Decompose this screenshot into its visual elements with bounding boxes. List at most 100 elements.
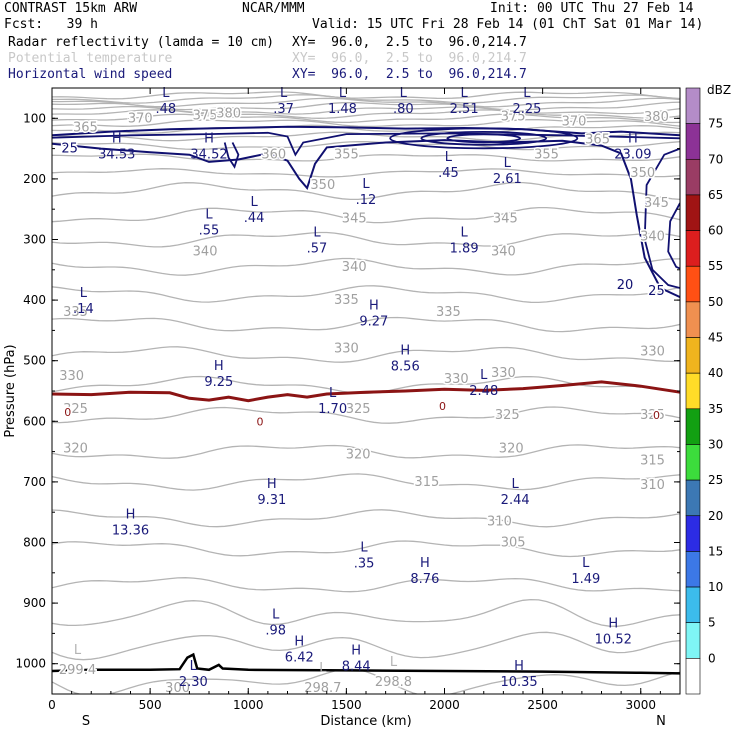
field-wind-label: Horizontal wind speed bbox=[8, 67, 173, 82]
wind-extremum-type: H bbox=[112, 132, 122, 147]
x-tick-label: 1000 bbox=[233, 698, 264, 712]
theta-contour-line bbox=[52, 509, 680, 528]
colorbar-swatch bbox=[685, 372, 701, 410]
wind-extremum-value: 2.44 bbox=[501, 493, 530, 508]
wind-extremum-type: H bbox=[369, 298, 379, 313]
y-tick-label: 900 bbox=[23, 596, 46, 610]
wind-extremum-value: .80 bbox=[393, 102, 414, 117]
colorbar-tick-label: 55 bbox=[708, 259, 723, 273]
colorbar-tick-label: 75 bbox=[708, 117, 723, 131]
wind-extremum-value: 1.89 bbox=[450, 242, 479, 257]
theta-contour-line bbox=[52, 257, 680, 276]
colorbar-swatch bbox=[685, 265, 701, 303]
wind-extremum-value: 9.25 bbox=[204, 375, 233, 390]
y-tick-label: 600 bbox=[23, 414, 46, 428]
y-tick-label: 800 bbox=[23, 536, 46, 550]
wind-extremum-type: L bbox=[280, 86, 288, 101]
theta-contour-label: 315 bbox=[414, 475, 439, 490]
colorbar-swatch bbox=[685, 87, 701, 124]
wind-extremum-type: L bbox=[360, 541, 368, 556]
theta-contour-label: 335 bbox=[436, 305, 461, 320]
theta-contour-line bbox=[52, 231, 680, 248]
theta-contour-label: 355 bbox=[334, 148, 359, 163]
theta-contour-line bbox=[52, 316, 680, 333]
theta-contour-label: 325 bbox=[495, 408, 520, 423]
colorbar-swatch bbox=[685, 658, 701, 695]
terrain bbox=[51, 652, 681, 675]
theta-contour-label: 370 bbox=[562, 114, 587, 129]
theta-contour-label: 330 bbox=[59, 369, 84, 384]
wind-extremum-value: .37 bbox=[273, 102, 294, 117]
wind-jet-core-contour bbox=[420, 130, 548, 146]
wind-extremum-type: L bbox=[80, 286, 88, 301]
reflectivity-contour-label: 0 bbox=[439, 400, 446, 413]
wind-contour-line bbox=[667, 202, 680, 270]
wind-contour-label: 20 bbox=[617, 278, 634, 293]
theta-contour-line bbox=[52, 346, 680, 363]
colorbar-swatch bbox=[685, 123, 701, 160]
wind-extremum-type: H bbox=[400, 344, 410, 359]
y-tick-label: 200 bbox=[23, 172, 46, 186]
theta-contour-label: 335 bbox=[334, 293, 359, 308]
colorbar-tick-label: 60 bbox=[708, 224, 723, 238]
theta-contour-line bbox=[52, 285, 680, 304]
y-axis-label: Pressure (hPa) bbox=[3, 344, 18, 437]
wind-extremum-type: L bbox=[190, 659, 198, 674]
theta-contour-label: 365 bbox=[73, 120, 98, 135]
wind-extremum-type: H bbox=[608, 616, 618, 631]
wind-extremum-type: L bbox=[582, 556, 590, 571]
y-tick-label: 100 bbox=[23, 111, 46, 125]
theta-contour-label: 375 bbox=[193, 108, 218, 123]
theta-contour-line bbox=[52, 91, 680, 100]
colorbar-swatch bbox=[685, 515, 701, 552]
colorbar: 0 5 10 15 20 25 30 35 40 45 50 55 60 65 70 75 dBZ bbox=[685, 83, 731, 695]
colorbar-title: dBZ bbox=[707, 83, 731, 97]
wind-extremum-value: 1.48 bbox=[328, 102, 357, 117]
wind-extremum-value: .44 bbox=[244, 211, 265, 226]
wind-extremum-value: 2.25 bbox=[512, 102, 541, 117]
reflectivity-contour-label: 0 bbox=[257, 415, 264, 428]
wind-extremum-type: L bbox=[480, 368, 488, 383]
y-tick-label: 500 bbox=[23, 354, 46, 368]
theta-contour-label: 330 bbox=[444, 372, 469, 387]
theta-contour-line bbox=[52, 598, 680, 627]
reflectivity-zero-contour bbox=[51, 380, 681, 403]
y-tick-label: 300 bbox=[23, 233, 46, 247]
theta-contour-label: 370 bbox=[128, 111, 153, 126]
colorbar-tick-label: 50 bbox=[708, 295, 723, 309]
wind-contour-line bbox=[52, 139, 680, 299]
wind-contour-line bbox=[52, 125, 680, 137]
theta-contour-line bbox=[52, 113, 680, 124]
theta-contour-label: 299.4 bbox=[59, 663, 96, 678]
x-tick-label: 0 bbox=[48, 698, 56, 712]
wind-extremum-value: 6.42 bbox=[285, 651, 314, 666]
wind-extremum-type: L bbox=[251, 195, 259, 210]
theta-contour-label: 335 bbox=[63, 305, 88, 320]
theta-contour-label: 310 bbox=[640, 478, 665, 493]
wind-extremum-type: H bbox=[204, 132, 214, 147]
wind-extremum-type: H bbox=[420, 556, 430, 571]
wind-extremum-value: 34.53 bbox=[98, 148, 135, 163]
field-wind-xy: XY= 96.0, 2.5 to 96.0,214.7 bbox=[292, 67, 527, 82]
colorbar-swatch bbox=[685, 622, 701, 659]
forecast-hour: Fcst: 39 h bbox=[4, 17, 98, 32]
wind-contour-line bbox=[643, 147, 680, 289]
wind-extremum-type: L bbox=[313, 226, 321, 241]
x-tick-label: 1500 bbox=[331, 698, 362, 712]
y-tick-label: 700 bbox=[23, 475, 46, 489]
theta-contour-line bbox=[52, 153, 680, 162]
x-tick-label: 3000 bbox=[625, 698, 656, 712]
colorbar-tick-label: 15 bbox=[708, 544, 723, 558]
colorbar-tick-label: 70 bbox=[708, 152, 723, 166]
valid-time: Valid: 15 UTC Fri 28 Feb 14 (01 ChT Sat … bbox=[312, 17, 704, 32]
colorbar-tick-label: 10 bbox=[708, 580, 723, 594]
theta-contour-label: 345 bbox=[342, 211, 367, 226]
theta-extremum-label: L bbox=[390, 655, 398, 670]
colorbar-swatch bbox=[685, 301, 701, 338]
theta-contour-line bbox=[52, 577, 680, 593]
wind-extremum-type: L bbox=[272, 607, 280, 622]
reflectivity-zero-line bbox=[51, 380, 681, 403]
